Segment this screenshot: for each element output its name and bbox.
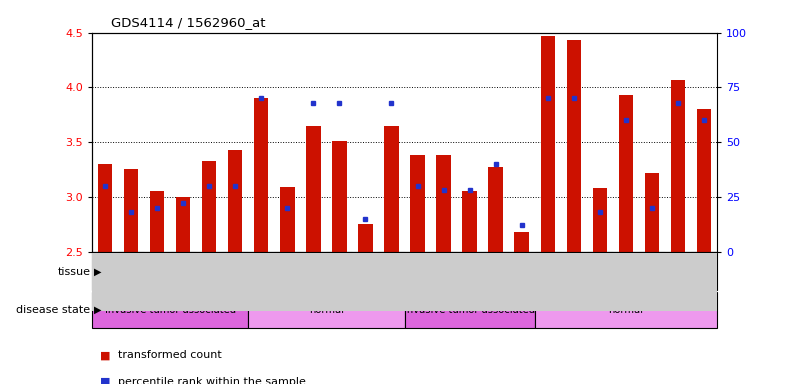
- Bar: [92, 253, 405, 290]
- Bar: [280, 187, 295, 252]
- Text: ▶: ▶: [94, 305, 101, 315]
- Bar: [248, 292, 405, 328]
- Text: tissue: tissue: [58, 266, 91, 277]
- Bar: [670, 80, 685, 252]
- Bar: [150, 191, 164, 252]
- Bar: [697, 109, 711, 252]
- Bar: [405, 253, 717, 290]
- Text: disease state: disease state: [16, 305, 91, 315]
- Text: ■: ■: [100, 377, 111, 384]
- Bar: [645, 173, 659, 252]
- Text: prostate: prostate: [225, 266, 272, 277]
- Bar: [254, 98, 268, 252]
- Text: GDS4114 / 1562960_at: GDS4114 / 1562960_at: [111, 16, 265, 29]
- Bar: [541, 36, 555, 252]
- Bar: [410, 155, 425, 252]
- Bar: [358, 224, 372, 252]
- Bar: [535, 292, 717, 328]
- Bar: [332, 141, 347, 252]
- Bar: [124, 169, 139, 252]
- Bar: [405, 292, 535, 328]
- Bar: [176, 197, 191, 252]
- Text: transformed count: transformed count: [118, 350, 222, 360]
- Bar: [566, 40, 581, 252]
- Text: normal: normal: [608, 305, 643, 315]
- Text: invasive tumor associated: invasive tumor associated: [404, 305, 535, 315]
- Text: breast: breast: [543, 266, 578, 277]
- Text: percentile rank within the sample: percentile rank within the sample: [118, 377, 306, 384]
- Text: ▶: ▶: [94, 266, 101, 277]
- Bar: [98, 164, 112, 252]
- Text: invasive tumor associated: invasive tumor associated: [105, 305, 235, 315]
- Bar: [228, 150, 243, 252]
- Bar: [593, 188, 607, 252]
- Bar: [437, 155, 451, 252]
- Bar: [618, 95, 633, 252]
- Text: ■: ■: [100, 350, 111, 360]
- Bar: [202, 161, 216, 252]
- Bar: [92, 292, 248, 328]
- Bar: [489, 167, 503, 252]
- Text: normal: normal: [309, 305, 344, 315]
- Bar: [384, 126, 399, 252]
- Bar: [514, 232, 529, 252]
- Bar: [306, 126, 320, 252]
- Bar: [462, 191, 477, 252]
